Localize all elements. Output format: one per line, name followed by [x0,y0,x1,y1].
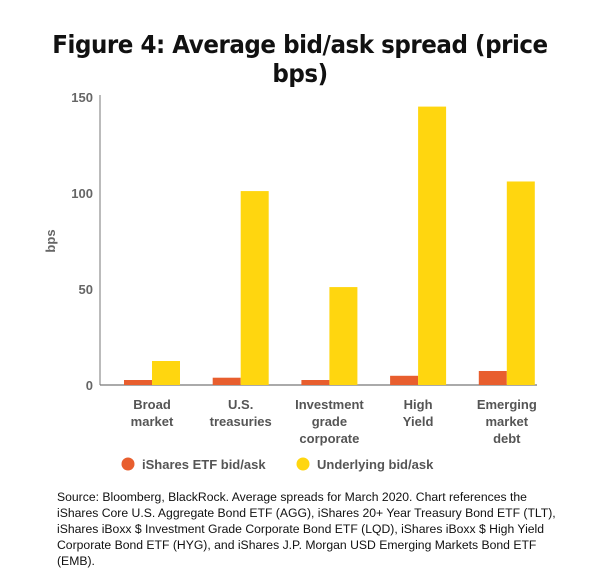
bar-ishares [390,375,419,385]
y-tick-label: 150 [71,90,93,105]
y-tick-label: 100 [71,186,93,201]
x-tick-label: High [404,397,433,412]
bar-underlying [418,106,447,385]
legend-swatch [296,457,310,471]
y-tick-label: 0 [86,378,93,393]
x-tick-label: Yield [403,414,434,429]
bar-ishares [212,377,241,385]
bar-underlying [506,181,535,385]
x-tick-label: Investment [295,397,364,412]
x-tick-label: market [131,414,174,429]
source-note: Source: Bloomberg, BlackRock. Average sp… [57,490,556,568]
legend-label: iShares ETF bid/ask [142,457,266,472]
bar-ishares [478,370,507,385]
bar-underlying [329,287,358,385]
bar-ishares [124,380,152,385]
x-tick-label: corporate [299,431,359,446]
legend-label: Underlying bid/ask [317,457,434,472]
legend-swatch [121,457,135,471]
y-axis-label: bps [43,229,58,252]
x-tick-label: debt [493,431,521,446]
bar-ishares [301,380,330,385]
x-tick-label: Broad [133,397,171,412]
chart-title: Figure 4: Average bid/ask spread (price … [52,30,548,88]
bar-underlying [240,191,269,385]
x-tick-label: Emerging [477,397,537,412]
bar-chart: 0 50 100 150 bps Broad market U.S. treasuries Inv… [43,90,537,472]
x-tick-label: grade [312,414,347,429]
x-tick-label: market [485,414,528,429]
x-tick-label: U.S. [228,397,253,412]
x-tick-label: treasuries [210,414,272,429]
y-tick-label: 50 [79,282,93,297]
bar-underlying [152,361,180,385]
